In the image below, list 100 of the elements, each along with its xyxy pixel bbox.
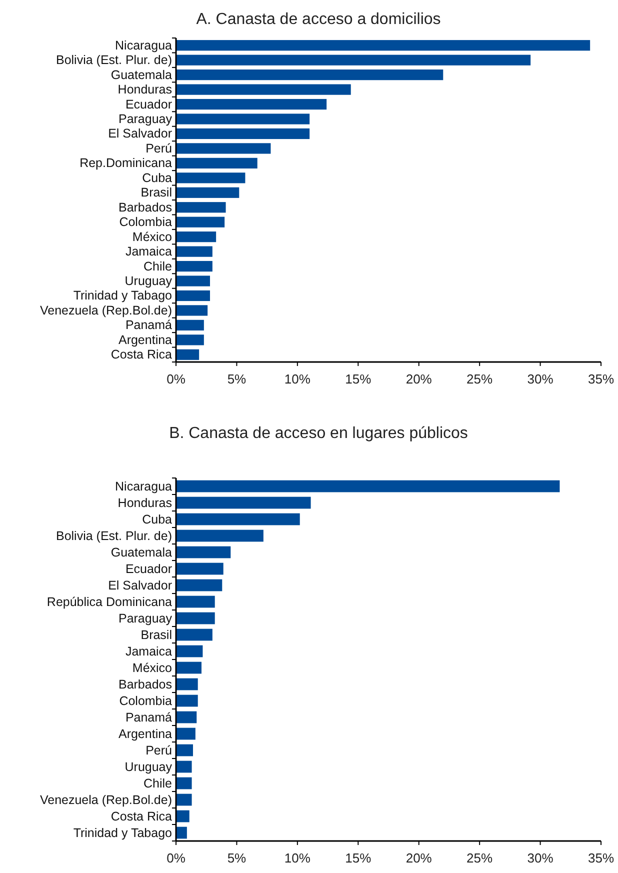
bar — [176, 172, 246, 184]
x-tick-label: 35% — [588, 850, 614, 866]
bar — [176, 320, 204, 330]
x-tick-label: 20% — [406, 850, 432, 866]
x-tick-label: 5% — [227, 850, 247, 866]
y-tick-label: Ecuador — [125, 97, 172, 112]
y-tick-label: Argentina — [118, 726, 172, 741]
y-tick-label: Rep.Dominicana — [80, 156, 172, 170]
bar — [176, 349, 200, 360]
bar — [176, 496, 311, 509]
bar — [176, 98, 327, 110]
y-tick-label: Paraguay — [118, 611, 173, 626]
bar — [176, 246, 212, 257]
bar — [176, 202, 226, 213]
bar — [176, 187, 240, 198]
y-tick-label: Colombia — [119, 215, 172, 230]
y-tick-label: Paraguay — [118, 112, 173, 126]
bar — [176, 114, 310, 124]
y-tick-label: Panamá — [125, 710, 172, 724]
bar — [176, 232, 216, 242]
chart-title: B. Canasta de acceso en lugares públicos — [169, 425, 468, 442]
bar — [176, 579, 222, 592]
y-tick-label: Jamaica — [125, 244, 172, 259]
bar — [176, 84, 351, 95]
y-tick-label: Nicaragua — [115, 38, 172, 52]
bar — [176, 645, 203, 658]
y-tick-label: Honduras — [118, 496, 172, 510]
y-tick-label: Honduras — [118, 82, 172, 97]
bar — [176, 158, 258, 168]
bar — [176, 711, 197, 724]
bar — [176, 662, 202, 674]
y-tick-label: Panamá — [125, 318, 172, 332]
y-tick-label: Bolivia (Est. Plur. de) — [56, 53, 172, 68]
bar — [176, 143, 271, 154]
y-tick-label: Perú — [146, 743, 172, 758]
bar — [176, 54, 531, 66]
bar — [176, 334, 204, 346]
y-tick-label: Argentina — [118, 332, 172, 347]
x-tick-label: 35% — [588, 371, 614, 386]
y-tick-label: Cuba — [142, 170, 172, 185]
y-tick-label: Brasil — [140, 628, 172, 642]
y-tick-label: El Salvador — [108, 126, 172, 141]
x-tick-label: 20% — [406, 371, 432, 386]
x-tick-label: 25% — [466, 850, 494, 866]
y-tick-label: Venezuela (Rep.Bol.de) — [40, 303, 172, 318]
y-tick-label: El Salvador — [108, 578, 172, 592]
x-tick-label: 0% — [166, 850, 186, 866]
bar — [176, 216, 225, 228]
bar — [176, 777, 192, 790]
y-tick-label: Costa Rica — [110, 348, 172, 362]
y-tick-label: Barbados — [118, 200, 172, 214]
y-tick-label: Jamaica — [125, 644, 172, 658]
bar — [176, 744, 193, 756]
bar — [176, 728, 196, 740]
bar — [176, 760, 192, 773]
chart-title: A. Canasta de acceso a domicilios — [196, 11, 441, 28]
bar — [176, 480, 560, 492]
bar — [176, 612, 215, 624]
bar — [176, 678, 198, 690]
y-tick-label: Barbados — [118, 677, 172, 692]
x-tick-label: 15% — [345, 850, 372, 866]
y-tick-label: Chile — [144, 776, 172, 790]
bar — [176, 40, 590, 51]
x-tick-label: 30% — [527, 850, 554, 866]
y-tick-label: Uruguay — [124, 760, 173, 774]
bar — [176, 562, 224, 575]
bar — [176, 530, 264, 542]
bar — [176, 276, 210, 286]
bar — [176, 305, 208, 316]
bar — [176, 794, 192, 806]
y-tick-label: Ecuador — [125, 562, 172, 576]
x-tick-label: 10% — [284, 371, 311, 386]
y-tick-label: Colombia — [119, 694, 172, 708]
x-tick-label: 25% — [466, 371, 494, 386]
y-tick-label: Uruguay — [124, 274, 173, 288]
bar — [176, 260, 212, 272]
y-tick-label: Nicaragua — [115, 479, 172, 494]
x-tick-label: 15% — [345, 371, 372, 386]
y-tick-label: Brasil — [140, 186, 172, 200]
y-tick-label: Trinidad y Tabago — [73, 826, 172, 840]
bar — [176, 596, 215, 608]
bar — [176, 694, 198, 707]
x-tick-label: 0% — [166, 371, 186, 386]
bar — [176, 546, 231, 558]
y-tick-label: República Dominicana — [46, 594, 172, 609]
y-tick-label: Venezuela (Rep.Bol.de) — [40, 792, 172, 807]
y-tick-label: México — [132, 660, 172, 675]
bar — [176, 810, 190, 822]
y-tick-label: Costa Rica — [110, 809, 172, 824]
y-tick-label: Perú — [146, 141, 172, 156]
y-tick-label: Trinidad y Tabago — [73, 288, 172, 303]
x-tick-label: 10% — [284, 850, 311, 866]
y-tick-label: Chile — [144, 259, 172, 274]
bar — [176, 628, 212, 641]
y-tick-label: México — [132, 230, 172, 244]
bar — [176, 290, 210, 302]
y-tick-label: Guatemala — [110, 545, 172, 560]
y-tick-label: Guatemala — [110, 68, 172, 82]
y-tick-label: Cuba — [142, 512, 172, 526]
bar — [176, 128, 310, 140]
